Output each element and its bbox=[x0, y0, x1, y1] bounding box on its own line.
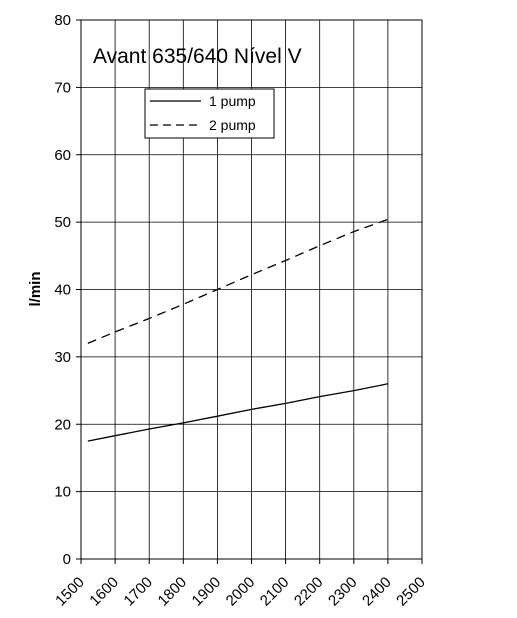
y-tick-label: 70 bbox=[54, 79, 71, 96]
x-tick-label: 2200 bbox=[291, 574, 327, 610]
y-tick-label: 40 bbox=[54, 282, 71, 299]
x-tick-label: 2100 bbox=[257, 574, 293, 610]
x-tick-label: 1600 bbox=[86, 574, 122, 610]
y-tick-label: 0 bbox=[63, 551, 71, 568]
legend: 1 pump 2 pump bbox=[144, 88, 275, 139]
chart-title: Avant 635/640 Nível V bbox=[93, 45, 302, 68]
y-tick-label: 20 bbox=[54, 416, 71, 433]
x-tick-label: 2300 bbox=[325, 574, 361, 610]
legend-box bbox=[144, 88, 275, 139]
legend-label-1-pump: 1 pump bbox=[209, 93, 256, 109]
plot-frame bbox=[80, 19, 423, 560]
y-tick-label: 10 bbox=[54, 484, 71, 501]
legend-label-2-pump: 2 pump bbox=[209, 117, 256, 133]
x-tick-label: 2400 bbox=[359, 574, 395, 610]
y-tick-label: 50 bbox=[54, 214, 71, 231]
series-line-1-pump bbox=[87, 383, 389, 442]
y-tick-label: 80 bbox=[54, 12, 71, 29]
x-tick-label: 1900 bbox=[189, 574, 225, 610]
x-tick-label: 1700 bbox=[120, 574, 156, 610]
x-tick-label: 1800 bbox=[155, 574, 191, 610]
y-axis-label: l/min bbox=[27, 271, 44, 306]
x-axis-tick-labels: 1500160017001800190020002100220023002400… bbox=[52, 574, 429, 610]
x-tick-label: 2500 bbox=[393, 574, 429, 610]
series-line-2-pump bbox=[87, 218, 389, 344]
y-tick-label: 60 bbox=[54, 147, 71, 164]
x-tick-label: 1500 bbox=[52, 574, 88, 610]
y-tick-label: 30 bbox=[54, 349, 71, 366]
x-tick-label: 2000 bbox=[223, 574, 259, 610]
y-axis-tick-labels: 0 10 20 30 40 50 60 70 80 bbox=[54, 12, 71, 568]
series-lines bbox=[87, 218, 389, 442]
